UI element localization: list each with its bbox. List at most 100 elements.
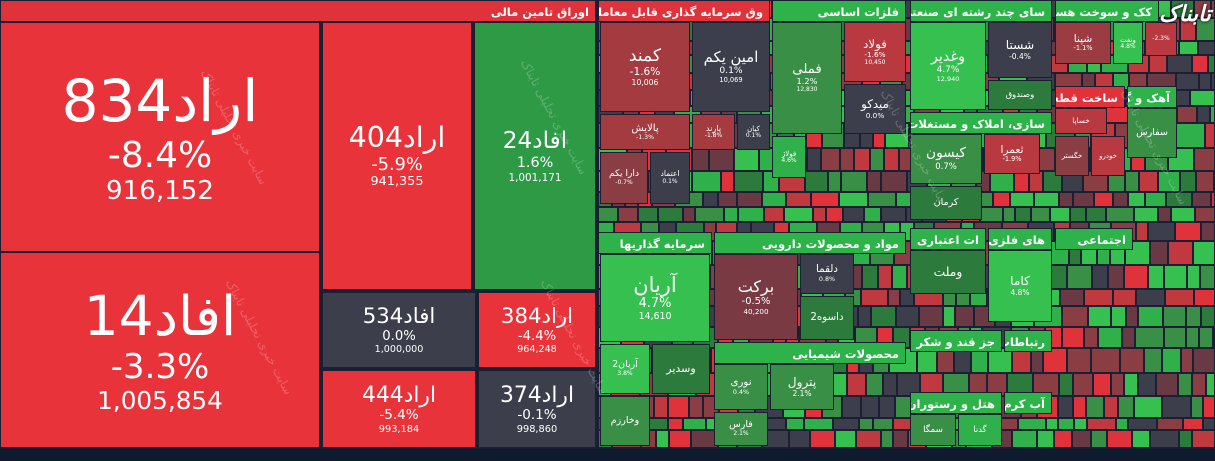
mosaic-cell xyxy=(784,207,813,222)
mosaic-cell xyxy=(861,289,888,306)
volume: 40,200 xyxy=(743,306,769,316)
stock-tile: افاد14 -3.3% 1,005,854 xyxy=(0,252,320,448)
mosaic-cell xyxy=(1186,327,1199,348)
mosaic-cell xyxy=(892,265,907,289)
mosaic-cell xyxy=(1132,430,1150,448)
mosaic-cell xyxy=(1058,418,1074,430)
stock-tile: امین یکم 0.1% 10,069 xyxy=(692,22,770,112)
mosaic-cell xyxy=(847,373,866,396)
mosaic-cell xyxy=(805,171,828,192)
mosaic-cell xyxy=(1192,430,1215,448)
mosaic-cell xyxy=(1150,430,1179,448)
mosaic-cell xyxy=(1010,192,1034,207)
symbol: کیسون xyxy=(926,145,966,162)
mosaic-cell xyxy=(1192,373,1206,396)
mosaic-cell xyxy=(1203,396,1215,418)
change: 0.7% xyxy=(935,160,957,171)
mosaic-cell xyxy=(786,192,811,207)
mosaic-cell xyxy=(1156,373,1178,396)
change: 1.6% xyxy=(516,155,554,172)
mosaic-cell xyxy=(1163,306,1186,327)
volume: 10,006 xyxy=(631,77,659,87)
mosaic-cell xyxy=(810,430,835,448)
mosaic-cell xyxy=(1111,373,1124,396)
stock-tile: افاد24 1.6% 1,001,171 xyxy=(474,22,596,290)
symbol: افاد24 xyxy=(502,127,568,155)
mosaic-cell xyxy=(1176,123,1205,148)
stock-tile: ونفت 4.8% xyxy=(1113,22,1143,64)
mosaic-cell xyxy=(1125,241,1150,265)
symbol: شپنا xyxy=(1073,32,1093,46)
sector-header: کک و سوخت هسته ای xyxy=(1055,0,1159,22)
change: 0.1% xyxy=(719,65,743,77)
mosaic-cell xyxy=(835,430,856,448)
mosaic-cell xyxy=(1054,430,1072,448)
symbol: پالایش xyxy=(631,122,659,134)
mosaic-cell xyxy=(709,148,734,171)
sector-header: محصولات شیمیایی xyxy=(714,342,906,364)
change: 4.7% xyxy=(638,296,672,312)
stock-tile: شپنا -1.1% xyxy=(1055,22,1111,64)
mosaic-cell xyxy=(618,207,638,222)
mosaic-cell xyxy=(1167,55,1192,73)
mosaic-cell xyxy=(1135,327,1164,348)
change: -1.9% xyxy=(1002,155,1022,164)
mosaic-cell xyxy=(1186,306,1201,327)
symbol: فولاژ xyxy=(781,149,797,158)
mosaic-cell xyxy=(1029,171,1043,192)
mosaic-cell xyxy=(1180,171,1196,192)
symbol: وخارزم xyxy=(610,414,640,426)
mosaic-cell xyxy=(879,396,895,418)
mosaic-cell xyxy=(1034,192,1059,207)
mosaic-cell xyxy=(811,192,839,207)
stock-tile: کیان 0.1% xyxy=(737,114,770,150)
symbol: اراد404 xyxy=(348,121,446,155)
mosaic-cell xyxy=(1145,192,1166,207)
change: 2.1% xyxy=(733,430,749,438)
mosaic-cell xyxy=(858,306,871,327)
mosaic-cell xyxy=(1197,106,1210,123)
mosaic-cell xyxy=(826,207,843,222)
mosaic-cell xyxy=(1193,348,1215,373)
stock-tile: شستا -0.4% xyxy=(988,22,1052,78)
stock-tile: خودرو xyxy=(1091,136,1125,176)
mosaic-cell xyxy=(721,171,734,192)
mosaic-cell xyxy=(883,373,897,396)
change: -8.4% xyxy=(107,134,213,176)
mosaic-cell xyxy=(856,430,881,448)
mosaic-cell xyxy=(668,396,689,418)
mosaic-cell xyxy=(1043,348,1067,373)
symbol: فولاد xyxy=(863,36,887,51)
mosaic-cell xyxy=(1208,55,1215,73)
mosaic-cell xyxy=(1144,348,1162,373)
change: -2.3% xyxy=(1152,34,1170,42)
mosaic-cell xyxy=(840,148,854,171)
stock-tile: فملی 1.2% 12,830 xyxy=(772,22,842,134)
mosaic-cell xyxy=(1199,327,1213,348)
mosaic-cell xyxy=(1196,171,1214,192)
mosaic-cell xyxy=(1157,418,1183,430)
mosaic-cell xyxy=(1192,55,1208,73)
mosaic-cell xyxy=(881,171,907,192)
mosaic-cell xyxy=(724,207,738,222)
change: -1.1% xyxy=(1073,44,1093,53)
mosaic-cell xyxy=(598,207,618,222)
mosaic-cell xyxy=(1098,327,1122,348)
mosaic-cell xyxy=(1003,207,1015,222)
mosaic-cell xyxy=(668,418,683,430)
mosaic-cell xyxy=(1018,418,1046,430)
mosaic-cell xyxy=(1191,396,1203,418)
change: 4.6% xyxy=(781,156,797,164)
mosaic-cell xyxy=(658,207,683,222)
mosaic-cell xyxy=(654,396,668,418)
sector-header: های فلزی xyxy=(988,228,1052,250)
stock-tile: آریان 4.7% 14,610 xyxy=(600,254,710,342)
symbol: خگستر xyxy=(1061,151,1083,160)
change: 0.0% xyxy=(865,110,885,120)
stock-tile: پالایش -1.3% xyxy=(600,114,690,150)
mosaic-cell xyxy=(955,306,974,327)
mosaic-cell xyxy=(1200,265,1215,289)
mosaic-cell xyxy=(1067,265,1092,289)
stock-tile: خساپا xyxy=(1055,108,1107,134)
symbol: ثعمرا xyxy=(1000,143,1024,157)
